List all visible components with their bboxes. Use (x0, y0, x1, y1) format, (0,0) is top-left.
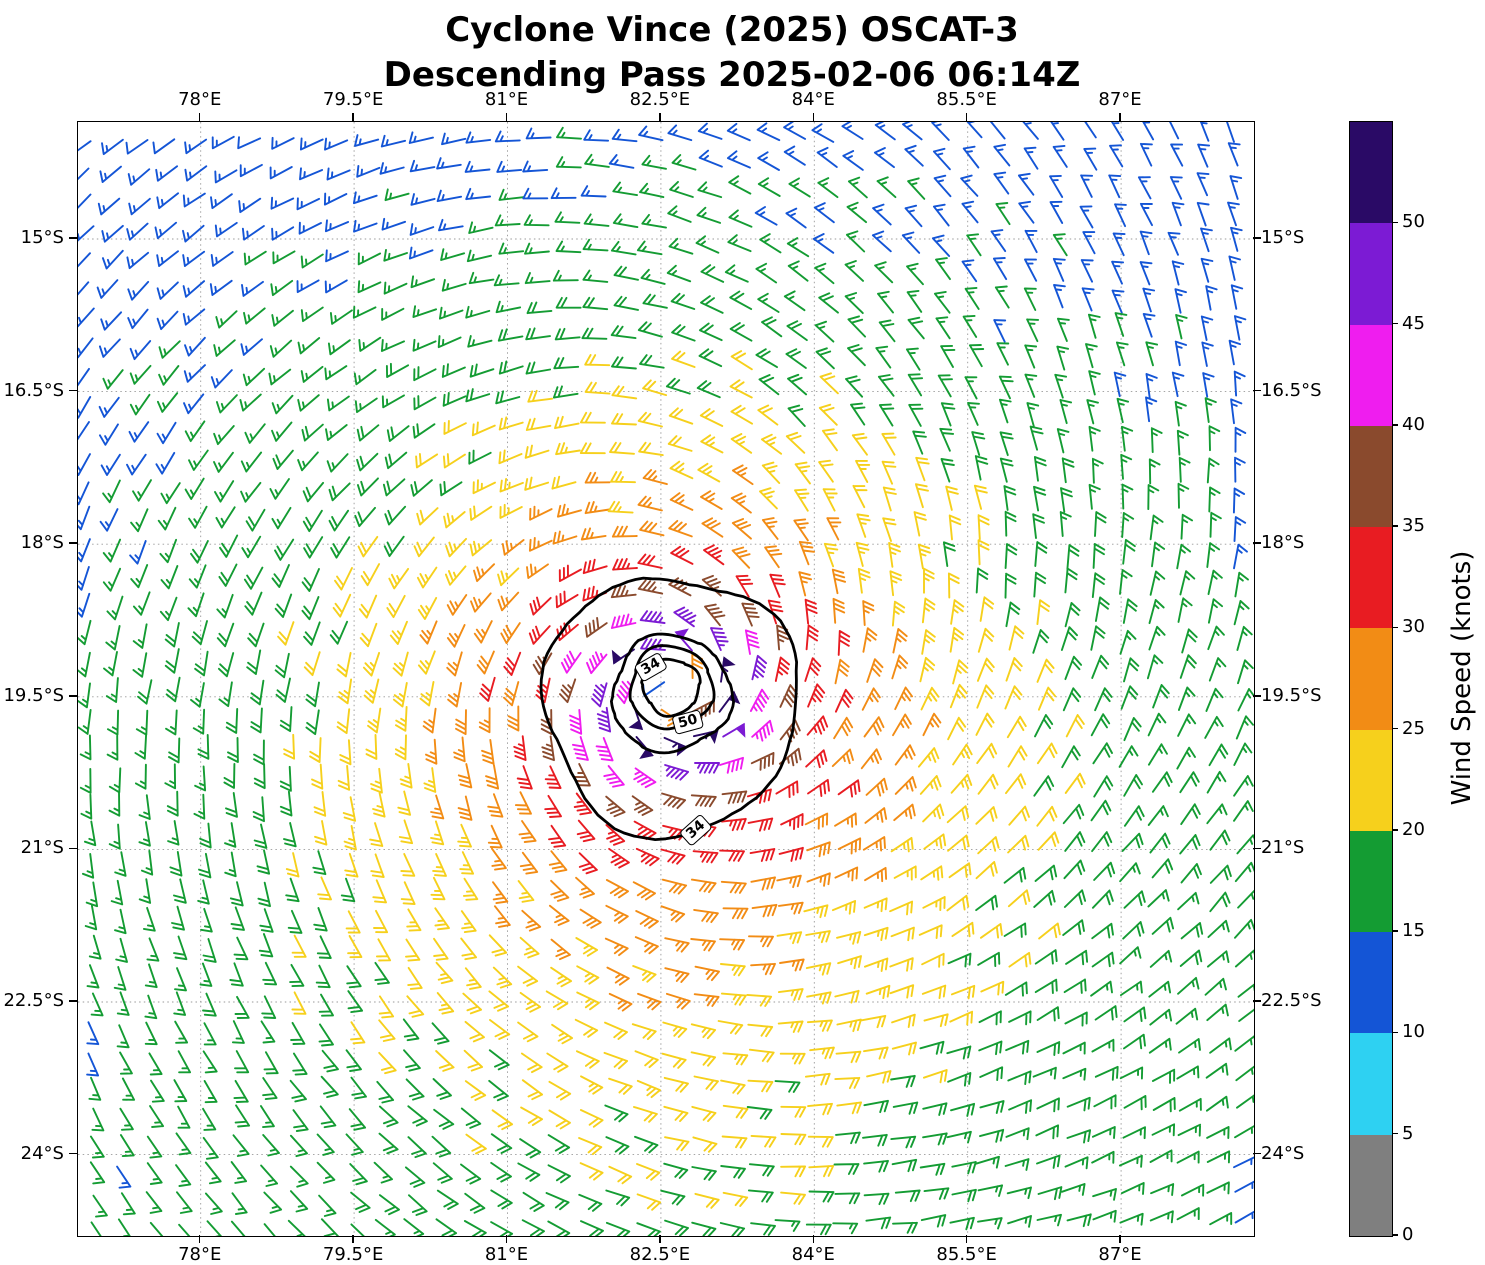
y-tick-label-left: 21°S (20, 837, 64, 859)
x-tick-label-top: 85.5°E (936, 89, 997, 110)
colorbar-tick-label: 40 (1402, 413, 1425, 435)
colorbar-tick (1392, 727, 1398, 730)
x-tick-label-bottom: 81°E (484, 1244, 529, 1265)
x-tick-top (352, 113, 354, 121)
x-tick-top (505, 113, 508, 121)
x-tick-bottom (965, 1235, 968, 1243)
y-tick-right (1253, 695, 1261, 697)
colorbar-bin-40-45 (1350, 324, 1392, 426)
y-tick-left (69, 695, 77, 697)
y-tick-left (69, 237, 77, 239)
x-tick-top (659, 113, 661, 121)
x-tick-top (198, 113, 201, 121)
y-tick-left (69, 847, 77, 850)
x-tick-label-top: 78°E (178, 89, 222, 110)
y-tick-right (1253, 237, 1261, 239)
y-tick-right (1253, 542, 1261, 544)
colorbar-tick (1392, 221, 1398, 224)
y-tick-label-right: 22.5°S (1261, 990, 1322, 1011)
y-tick-label-right: 24°S (1261, 1142, 1305, 1164)
colorbar-tick (1392, 525, 1398, 527)
x-tick-label-top: 82.5°E (629, 89, 691, 110)
x-tick-top (812, 113, 815, 121)
x-tick-top (1119, 113, 1121, 121)
x-tick-bottom (352, 1235, 354, 1243)
y-tick-label-right: 21°S (1261, 837, 1305, 859)
x-tick-label-bottom: 79.5°E (322, 1244, 384, 1265)
y-tick-left (69, 1152, 77, 1155)
colorbar-bin-30-35 (1350, 527, 1392, 629)
x-tick-bottom (659, 1235, 661, 1243)
y-tick-label-left: 16.5°S (3, 379, 64, 401)
x-tick-bottom (198, 1235, 201, 1243)
colorbar-tick (1392, 829, 1398, 831)
colorbar-label: Wind Speed (knots) (1447, 550, 1477, 806)
colorbar-bin-5-10 (1350, 1033, 1392, 1135)
x-tick-label-bottom: 82.5°E (629, 1244, 691, 1265)
colorbar-tick-label: 50 (1402, 211, 1425, 233)
x-tick-label-top: 84°E (791, 89, 835, 110)
y-tick-right (1253, 847, 1261, 850)
y-tick-right (1253, 1152, 1261, 1155)
x-tick-label-top: 79.5°E (322, 89, 384, 110)
colorbar-tick-label: 25 (1402, 717, 1425, 739)
colorbar-bin-35-40 (1350, 425, 1392, 528)
y-tick-label-right: 16.5°S (1261, 379, 1322, 401)
colorbar-bin-20-25 (1350, 729, 1392, 831)
x-tick-bottom (1119, 1235, 1121, 1243)
gridline-layer (78, 122, 1254, 1236)
x-tick-label-bottom: 85.5°E (936, 1244, 997, 1265)
y-tick-label-left: 22.5°S (3, 990, 64, 1011)
y-tick-label-right: 19.5°S (1261, 684, 1322, 706)
colorbar-bin-15-20 (1350, 830, 1392, 933)
map-plot-area: 34 50 34 (77, 121, 1255, 1237)
x-tick-label-top: 87°E (1098, 89, 1142, 110)
colorbar-tick (1392, 1132, 1398, 1135)
wind-barb-layer (78, 122, 1254, 1236)
y-tick-label-right: 15°S (1261, 226, 1305, 248)
colorbar-bin-10-15 (1350, 932, 1392, 1034)
y-tick-right (1253, 389, 1261, 392)
y-tick-label-left: 18°S (20, 532, 64, 554)
x-tick-label-bottom: 78°E (178, 1244, 222, 1265)
colorbar-tick-label: 45 (1402, 312, 1425, 334)
colorbar-bin-45-50 (1350, 223, 1392, 325)
colorbar-bin-50-55 (1350, 122, 1392, 224)
x-tick-label-bottom: 84°E (791, 1244, 835, 1265)
y-tick-label-left: 19.5°S (3, 684, 64, 706)
colorbar-tick-label: 20 (1402, 818, 1425, 840)
colorbar-tick (1392, 1031, 1398, 1034)
x-tick-bottom (812, 1235, 815, 1243)
colorbar-tick (1392, 1234, 1398, 1236)
colorbar-tick (1392, 930, 1398, 932)
colorbar-tick-label: 30 (1402, 616, 1425, 638)
colorbar (1349, 121, 1393, 1237)
x-tick-label-bottom: 87°E (1098, 1244, 1142, 1265)
colorbar-tick-label: 35 (1402, 515, 1425, 537)
colorbar-tick-label: 0 (1402, 1224, 1414, 1245)
y-tick-label-right: 18°S (1261, 532, 1305, 554)
colorbar-tick-label: 5 (1402, 1122, 1414, 1144)
y-tick-label-left: 15°S (20, 226, 64, 248)
colorbar-tick (1392, 322, 1398, 325)
colorbar-tick-label: 15 (1402, 920, 1425, 942)
x-tick-top (965, 113, 968, 121)
x-tick-label-top: 81°E (484, 89, 529, 110)
y-tick-left (69, 389, 77, 392)
colorbar-tick-label: 10 (1402, 1021, 1425, 1043)
wind-barb-map (78, 122, 1254, 1236)
colorbar-bin-25-30 (1350, 628, 1392, 730)
chart-title-line2: Descending Pass 2025-02-06 06:14Z (383, 55, 1081, 95)
y-tick-label-left: 24°S (20, 1142, 64, 1164)
chart-title-line1: Cyclone Vince (2025) OSCAT-3 (445, 10, 1019, 50)
y-tick-left (69, 1000, 77, 1002)
chart-title: Cyclone Vince (2025) OSCAT-3 Descending … (0, 8, 1464, 98)
y-tick-right (1253, 1000, 1261, 1002)
colorbar-bin-0-5 (1350, 1134, 1392, 1236)
x-tick-bottom (505, 1235, 508, 1243)
y-tick-left (69, 542, 77, 544)
colorbar-tick (1392, 424, 1398, 426)
colorbar-tick (1392, 626, 1398, 629)
